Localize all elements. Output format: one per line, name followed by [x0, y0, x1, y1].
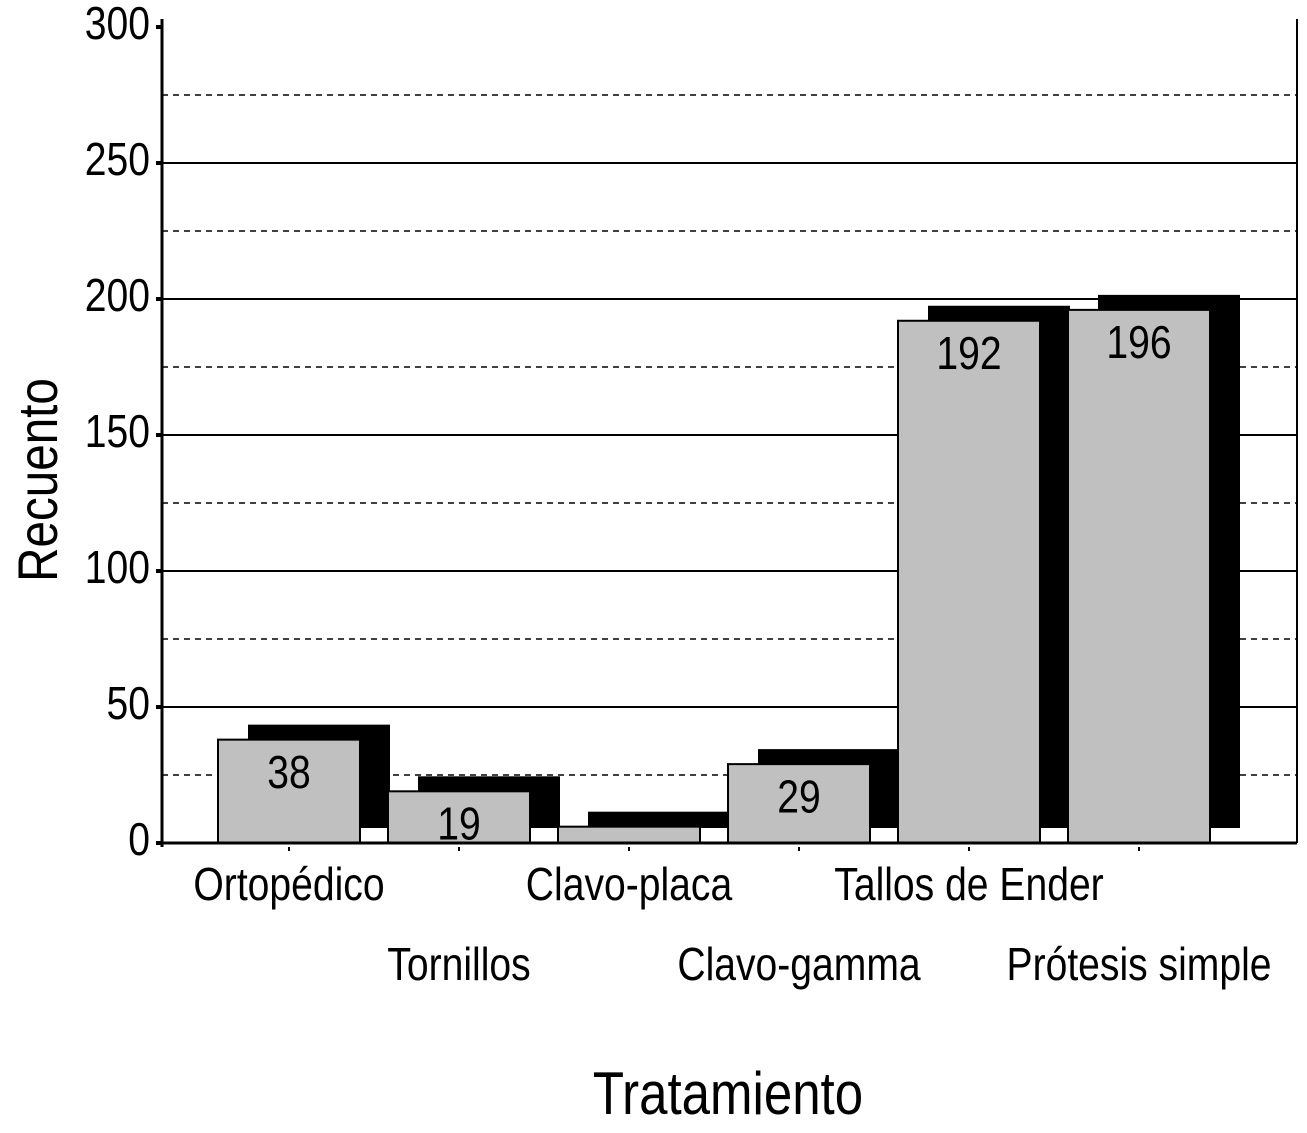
- bar: [897, 319, 1041, 844]
- bar: [557, 825, 701, 844]
- x-axis-title: Tratamiento: [593, 1060, 863, 1127]
- x-tick-label: Tornillos: [387, 939, 530, 991]
- bar: [217, 738, 361, 845]
- x-tick-label: Clavo-placa: [526, 859, 733, 911]
- bar: [727, 763, 871, 844]
- value-label: 192: [936, 328, 1001, 380]
- y-tick-label: 150: [85, 406, 150, 458]
- value-label: 29: [777, 771, 820, 823]
- value-label: 38: [267, 747, 310, 799]
- y-tick-label: 100: [85, 542, 150, 594]
- y-tick-label: 200: [85, 270, 150, 322]
- x-tick-label: Tallos de Ender: [834, 859, 1103, 911]
- y-tick-label: 300: [85, 0, 150, 50]
- bar: [1067, 308, 1211, 844]
- bar: [387, 790, 531, 845]
- y-tick-label: 0: [128, 814, 150, 866]
- value-label: 196: [1106, 317, 1171, 369]
- bar-shadow: [588, 811, 730, 828]
- y-tick-label: 50: [107, 678, 150, 730]
- x-tick-label: Clavo-gamma: [677, 939, 921, 991]
- y-axis-title: Recuento: [7, 378, 69, 582]
- x-tick-label: Ortopédico: [193, 859, 384, 911]
- x-tick-label: Prótesis simple: [1007, 939, 1272, 991]
- y-tick-label: 250: [85, 134, 150, 186]
